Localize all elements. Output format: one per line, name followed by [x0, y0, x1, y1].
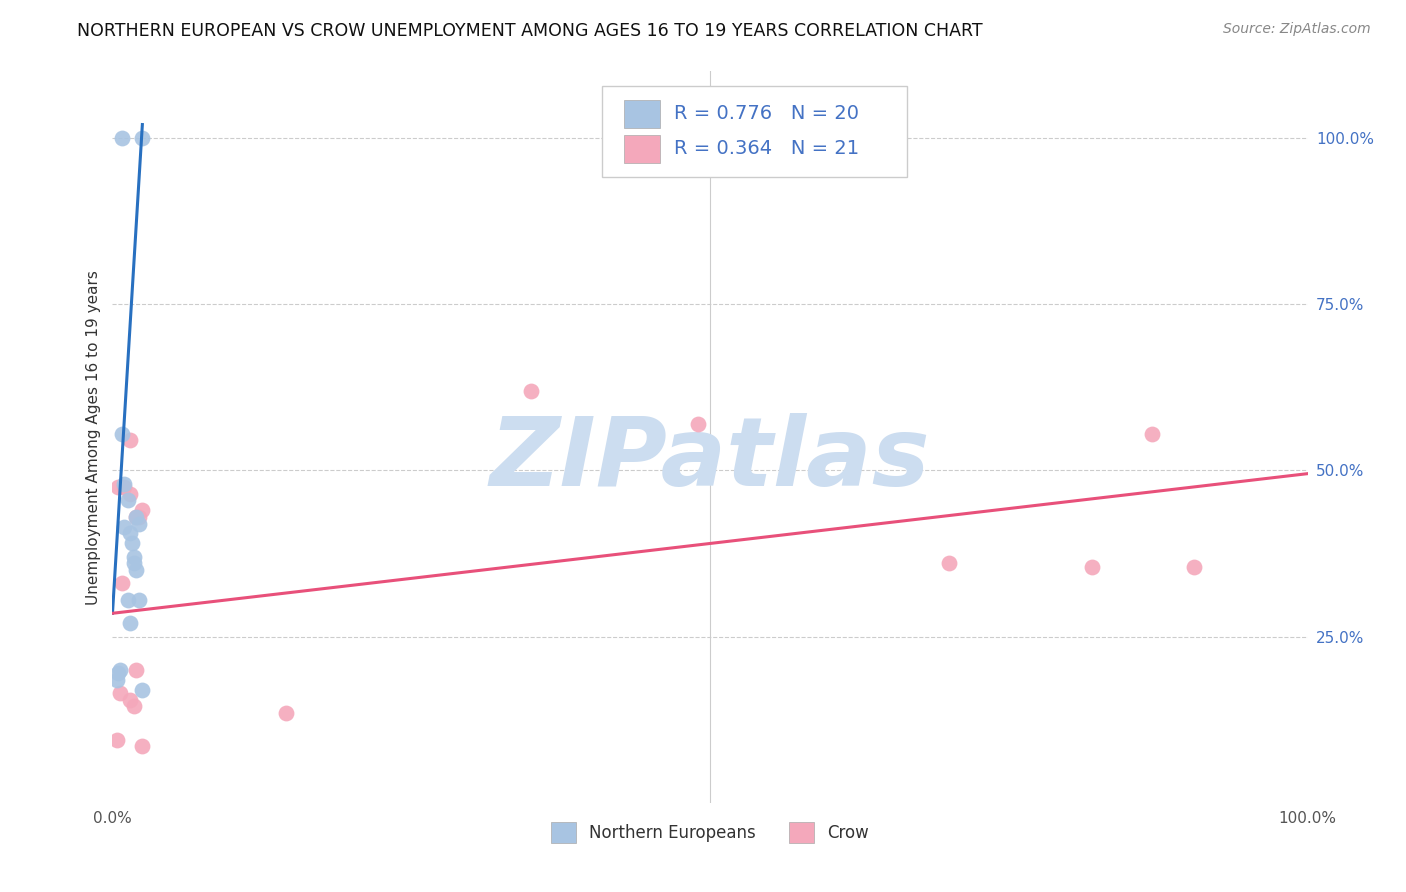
Point	[105, 732, 128, 747]
Point	[128, 509, 150, 524]
Point	[128, 516, 150, 531]
Point	[107, 666, 129, 681]
Point	[117, 493, 139, 508]
Point	[107, 480, 129, 494]
Point	[1081, 559, 1104, 574]
Point	[1182, 559, 1205, 574]
Point	[125, 563, 148, 577]
Point	[688, 417, 710, 431]
Text: R = 0.364   N = 21: R = 0.364 N = 21	[675, 139, 859, 159]
Point	[120, 526, 142, 541]
Text: ZIPatlas: ZIPatlas	[489, 412, 931, 506]
Point	[117, 593, 139, 607]
Point	[1142, 426, 1164, 441]
Point	[131, 503, 153, 517]
Point	[111, 426, 134, 441]
Point	[274, 706, 297, 720]
FancyBboxPatch shape	[624, 100, 659, 128]
Point	[520, 384, 543, 398]
Legend: Northern Europeans, Crow: Northern Europeans, Crow	[544, 815, 876, 849]
Point	[108, 663, 131, 677]
FancyBboxPatch shape	[624, 135, 659, 163]
Y-axis label: Unemployment Among Ages 16 to 19 years: Unemployment Among Ages 16 to 19 years	[86, 269, 101, 605]
Point	[114, 480, 135, 494]
Text: R = 0.776   N = 20: R = 0.776 N = 20	[675, 104, 859, 123]
Point	[120, 434, 142, 448]
Point	[938, 557, 960, 571]
Point	[121, 536, 143, 550]
Point	[125, 509, 148, 524]
Point	[131, 739, 153, 754]
Point	[122, 557, 145, 571]
Point	[105, 673, 128, 687]
Point	[122, 699, 145, 714]
Point	[131, 131, 153, 145]
Point	[111, 576, 134, 591]
Point	[120, 692, 142, 706]
Point	[125, 509, 148, 524]
Point	[131, 682, 153, 697]
Point	[122, 549, 145, 564]
Point	[120, 486, 142, 500]
Point	[114, 476, 135, 491]
Point	[114, 520, 135, 534]
Text: Source: ZipAtlas.com: Source: ZipAtlas.com	[1223, 22, 1371, 37]
Text: NORTHERN EUROPEAN VS CROW UNEMPLOYMENT AMONG AGES 16 TO 19 YEARS CORRELATION CHA: NORTHERN EUROPEAN VS CROW UNEMPLOYMENT A…	[77, 22, 983, 40]
Point	[120, 616, 142, 631]
Point	[108, 686, 131, 700]
Point	[128, 593, 150, 607]
Point	[125, 663, 148, 677]
Point	[111, 131, 134, 145]
FancyBboxPatch shape	[603, 86, 907, 178]
